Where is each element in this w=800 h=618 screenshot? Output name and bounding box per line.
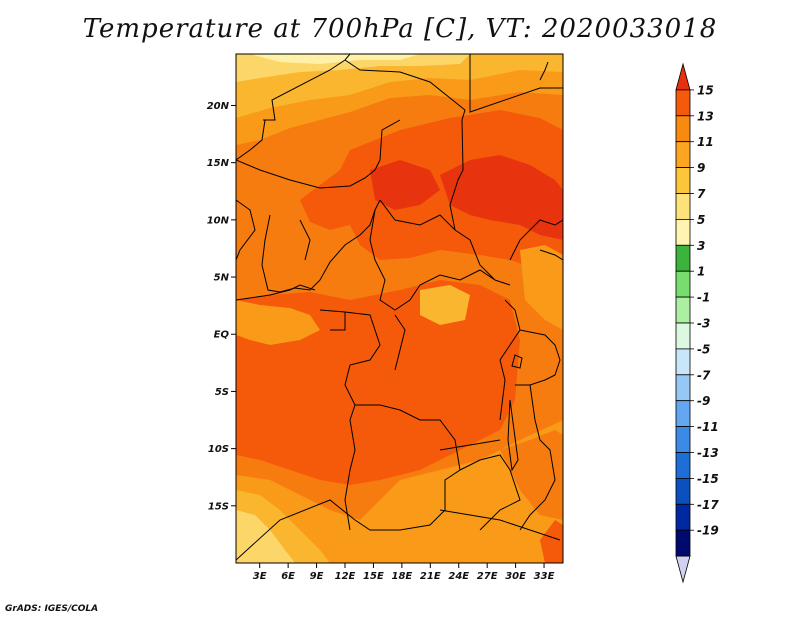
lat-tick-label: 10N	[207, 215, 230, 226]
colorbar-label: -5	[697, 342, 710, 356]
colorbar-cell	[675, 167, 691, 194]
lon-tick-label: 30E	[505, 571, 526, 582]
colorbar-cell	[675, 374, 691, 402]
chart-title: Temperature at 700hPa [C], VT: 202003301…	[82, 14, 718, 44]
colorbar-cell	[675, 141, 691, 168]
colorbar-label: 5	[697, 213, 705, 227]
temperature-field	[236, 54, 563, 563]
colorbar-cell	[675, 426, 691, 453]
colorbar-label: 11	[697, 135, 714, 149]
field-south-9	[236, 420, 563, 563]
colorbar-label: 1	[697, 265, 705, 279]
field-coast-9	[236, 300, 320, 345]
lon-tick-label: 33E	[534, 571, 555, 582]
longitude-axis: 3E 6E 9E 12E 15E 18E 21E 24E 27E 30E 33E	[253, 563, 555, 582]
colorbar-bottom-arrow	[675, 555, 691, 584]
colorbar-label: -13	[697, 446, 719, 460]
lon-tick-label: 21E	[420, 571, 441, 582]
lat-tick-label: EQ	[214, 330, 230, 341]
lon-tick-label: 18E	[391, 571, 412, 582]
colorbar-cell	[675, 322, 691, 350]
colorbar-cell	[675, 348, 691, 376]
lon-tick-label: 27E	[477, 571, 498, 582]
field-southwest-5	[236, 510, 295, 563]
colorbar-cell	[675, 270, 691, 298]
lon-tick-label: 9E	[310, 571, 324, 582]
colorbar-cell	[675, 193, 691, 220]
plot-frame	[235, 53, 564, 564]
field-chad-15	[370, 160, 440, 210]
colorbar-label: 15	[697, 83, 714, 97]
country-borders	[236, 54, 563, 561]
colorbar-top-arrow	[675, 62, 691, 91]
colorbar-label: -17	[697, 498, 719, 512]
colorbar-cell	[675, 452, 691, 479]
colorbar-label: -11	[697, 420, 719, 434]
colorbar-label: -19	[697, 524, 719, 538]
lon-tick-label: 24E	[448, 571, 469, 582]
field-southeast-11	[500, 430, 563, 520]
lat-tick-label: 15N	[207, 158, 230, 169]
lon-tick-label: 6E	[281, 571, 295, 582]
field-congo-7	[420, 285, 470, 325]
field-north-3	[250, 54, 420, 64]
colorbar-cell	[675, 218, 691, 246]
lat-tick-label: 20N	[207, 101, 230, 112]
colorbar-label: -9	[697, 394, 710, 408]
lat-tick-label: 5S	[215, 387, 229, 398]
colorbar-label: 3	[697, 239, 705, 253]
lon-tick-label: 15E	[363, 571, 384, 582]
lon-tick-label: 12E	[335, 571, 356, 582]
colorbar-label: -1	[697, 291, 710, 305]
grads-credit: GrADS: IGES/COLA	[5, 604, 99, 614]
colorbar-cell	[675, 503, 691, 531]
colorbar-label: -3	[697, 317, 710, 331]
colorbar-label: 13	[697, 109, 714, 123]
lon-tick-label: 3E	[253, 571, 267, 582]
lat-tick-label: 5N	[214, 273, 230, 284]
lat-tick-label: 15S	[208, 501, 229, 512]
colorbar-cell	[675, 89, 691, 117]
colorbar-cell	[675, 400, 691, 428]
colorbar-cell	[675, 296, 691, 324]
colorbar-cell	[675, 115, 691, 143]
colorbar-cell	[675, 477, 691, 505]
field-sudan-15	[440, 155, 563, 240]
field-southeast-13	[540, 520, 563, 563]
colorbar: 15 13 11 9 7 5 3 1 -1 -3 -5 -7 -9 -11 -13 -15 -17 -19	[675, 62, 719, 584]
colorbar-label: 7	[697, 187, 706, 201]
colorbar-cell	[675, 244, 691, 272]
colorbar-label: -15	[697, 472, 719, 486]
lat-tick-label: 10S	[208, 444, 229, 455]
colorbar-label: -7	[697, 368, 711, 382]
field-east-9	[520, 245, 563, 330]
colorbar-cell	[675, 529, 691, 557]
latitude-axis: 20N 15N 10N 5N EQ 5S 10S 15S	[207, 101, 236, 512]
colorbar-label: 9	[697, 161, 705, 175]
